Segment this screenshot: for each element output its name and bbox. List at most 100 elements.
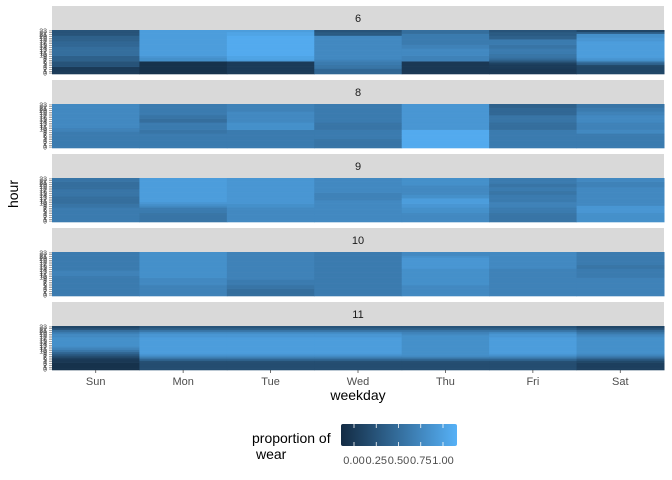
heatmap-tile bbox=[576, 351, 665, 354]
heatmap-tile bbox=[52, 362, 140, 365]
heatmap-tile bbox=[314, 368, 403, 371]
heatmap-tile bbox=[401, 35, 490, 38]
heatmap-tile bbox=[489, 105, 578, 108]
heatmap-tile bbox=[401, 214, 490, 217]
heatmap-tile bbox=[139, 181, 228, 184]
heatmap-tile bbox=[314, 53, 403, 56]
heatmap-tile bbox=[226, 268, 315, 271]
heatmap-tile bbox=[401, 338, 490, 341]
heatmap-tile bbox=[139, 37, 228, 40]
heatmap-tile bbox=[489, 63, 578, 66]
heatmap-tile bbox=[401, 220, 490, 223]
heatmap-tile bbox=[314, 348, 403, 351]
heatmap-tile bbox=[314, 357, 403, 360]
heatmap-tile bbox=[314, 216, 403, 219]
y-tick-label: 18 bbox=[39, 186, 47, 193]
heatmap-tile bbox=[314, 48, 403, 51]
heatmap-tile bbox=[576, 104, 665, 107]
y-tick-label: 23 bbox=[39, 102, 47, 109]
facet-strip-label: 9 bbox=[355, 161, 361, 173]
heatmap-tile bbox=[401, 181, 490, 184]
heatmap-tile bbox=[226, 72, 315, 75]
heatmap-tile bbox=[576, 279, 665, 282]
heatmap-tile bbox=[489, 120, 578, 123]
heatmap-tile bbox=[401, 216, 490, 219]
heatmap-tile bbox=[489, 255, 578, 258]
heatmap-tile bbox=[401, 116, 490, 119]
x-tick-label: Mon bbox=[172, 376, 193, 388]
heatmap-tile bbox=[139, 118, 228, 121]
heatmap-tile bbox=[401, 357, 490, 360]
y-tick-label: 17 bbox=[39, 187, 47, 194]
heatmap-tile bbox=[401, 279, 490, 282]
heatmap-tile bbox=[401, 44, 490, 47]
heatmap-tile bbox=[401, 194, 490, 197]
heatmap-tile bbox=[52, 35, 140, 38]
heatmap-tile bbox=[401, 113, 490, 116]
heatmap-tile bbox=[226, 329, 315, 332]
y-tick-label: 23 bbox=[39, 28, 47, 35]
heatmap-tile bbox=[226, 59, 315, 62]
y-tick-label: 16 bbox=[39, 189, 47, 196]
y-tick-label: 16 bbox=[39, 41, 47, 48]
y-tick-label: 6 bbox=[43, 208, 47, 215]
heatmap-tile bbox=[489, 133, 578, 136]
heatmap-tile bbox=[576, 268, 665, 271]
heatmap-tile bbox=[139, 135, 228, 138]
y-tick-label: 14 bbox=[39, 341, 47, 348]
heatmap-tile bbox=[576, 111, 665, 114]
y-tick-label: 4 bbox=[43, 63, 47, 70]
heatmap-tile bbox=[52, 359, 140, 362]
heatmap-tile bbox=[139, 259, 228, 262]
heatmap-tile bbox=[139, 346, 228, 349]
heatmap-tile bbox=[576, 72, 665, 75]
heatmap-tile bbox=[576, 178, 665, 181]
y-axis-title: hour bbox=[5, 180, 21, 208]
y-tick-label: 2 bbox=[43, 215, 47, 222]
facet-strip-label: 8 bbox=[355, 87, 361, 99]
heatmap-tile bbox=[226, 326, 315, 329]
heatmap-tile bbox=[576, 118, 665, 121]
heatmap-tile bbox=[52, 220, 140, 223]
heatmap-tile bbox=[139, 327, 228, 330]
heatmap-tile bbox=[226, 140, 315, 143]
heatmap-tile bbox=[52, 285, 140, 288]
heatmap-tile bbox=[226, 362, 315, 365]
heatmap-tile bbox=[52, 33, 140, 36]
y-tick-label: 9 bbox=[43, 276, 47, 283]
y-tick-label: 20 bbox=[39, 108, 47, 115]
heatmap-tile bbox=[576, 52, 665, 55]
heatmap-tile bbox=[52, 261, 140, 264]
heatmap-tile bbox=[576, 190, 665, 193]
heatmap-tile bbox=[52, 122, 140, 125]
heatmap-tile bbox=[576, 144, 665, 147]
heatmap-tile bbox=[489, 362, 578, 365]
heatmap-tile bbox=[139, 126, 228, 129]
heatmap-tile bbox=[489, 57, 578, 60]
heatmap-tile bbox=[226, 124, 315, 127]
heatmap-tile bbox=[139, 362, 228, 365]
heatmap-tile bbox=[226, 190, 315, 193]
heatmap-tile bbox=[489, 70, 578, 73]
heatmap-tile bbox=[489, 214, 578, 217]
heatmap-tile bbox=[314, 349, 403, 352]
y-tick-label: 13 bbox=[39, 269, 47, 276]
heatmap-tile bbox=[576, 185, 665, 188]
y-tick-label: 8 bbox=[43, 352, 47, 359]
y-tick-label: 12 bbox=[39, 271, 47, 278]
heatmap-tile bbox=[314, 294, 403, 297]
y-tick-label: 7 bbox=[43, 132, 47, 139]
y-tick-label: 0 bbox=[43, 293, 47, 300]
heatmap-tile bbox=[52, 351, 140, 354]
heatmap-tile bbox=[489, 129, 578, 132]
heatmap-tile bbox=[52, 357, 140, 360]
heatmap-tile bbox=[489, 55, 578, 58]
heatmap-tile bbox=[401, 30, 490, 33]
heatmap-tile bbox=[139, 351, 228, 354]
heatmap-tile bbox=[401, 340, 490, 343]
heatmap-tile bbox=[489, 252, 578, 255]
heatmap-tile bbox=[226, 355, 315, 358]
heatmap-tile bbox=[576, 201, 665, 204]
heatmap-tile bbox=[314, 70, 403, 73]
heatmap-tile bbox=[226, 64, 315, 67]
